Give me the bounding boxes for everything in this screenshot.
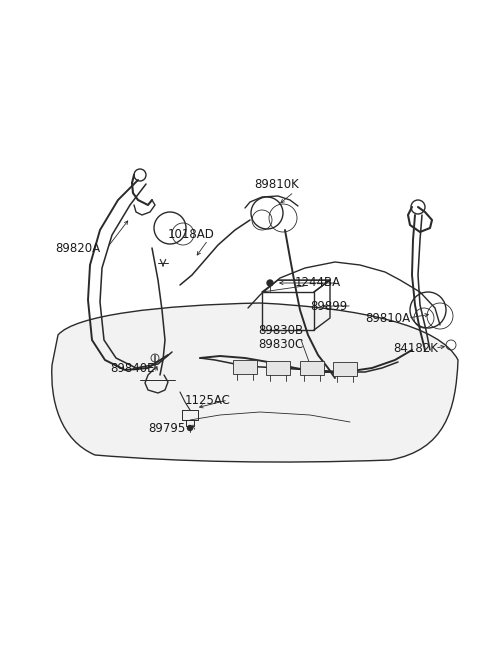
Circle shape [188, 426, 192, 430]
Text: 1125AC: 1125AC [185, 394, 231, 407]
Bar [233, 360, 257, 374]
Bar [333, 362, 357, 376]
Text: 89830C: 89830C [258, 337, 303, 350]
Text: 89810K: 89810K [254, 179, 299, 191]
Text: 89840E: 89840E [110, 362, 155, 375]
Text: 89899: 89899 [310, 299, 347, 312]
Bar [266, 361, 290, 375]
Text: 1018AD: 1018AD [168, 229, 215, 242]
Text: 84182K: 84182K [393, 341, 438, 354]
Text: 89810A: 89810A [365, 312, 410, 324]
Circle shape [267, 280, 273, 286]
Text: 89820A: 89820A [55, 242, 100, 255]
Text: 1244BA: 1244BA [295, 276, 341, 290]
Bar [300, 362, 324, 375]
PathPatch shape [52, 303, 458, 462]
Text: 89795: 89795 [148, 422, 185, 434]
Text: 89830B: 89830B [258, 324, 303, 337]
